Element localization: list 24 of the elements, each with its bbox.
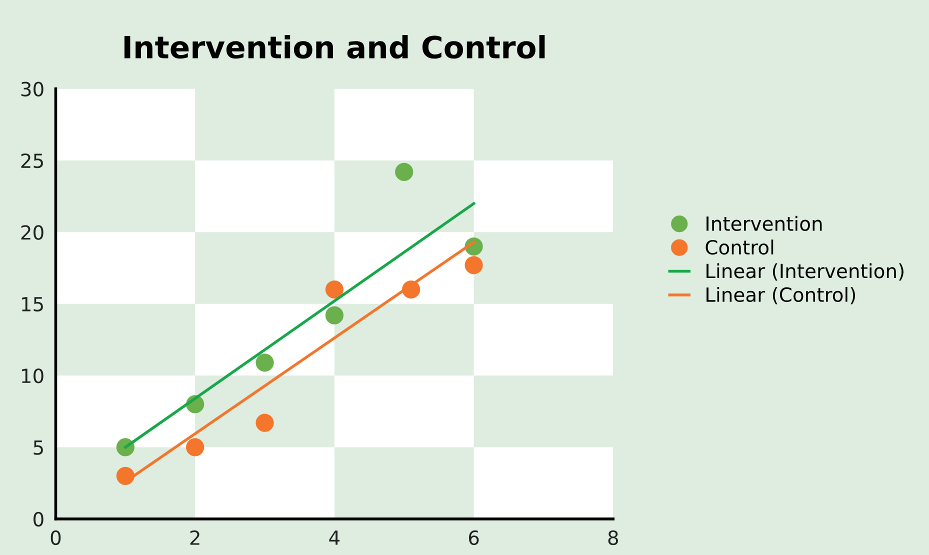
x-tick-label: 2	[190, 530, 200, 545]
y-tick-label: 15	[22, 297, 43, 312]
legend-label: Control	[706, 240, 774, 255]
legend-label: Linear (Intervention)	[706, 263, 904, 281]
y-tick-label: 0	[34, 512, 44, 527]
point	[256, 414, 274, 432]
point	[325, 306, 344, 324]
point	[464, 256, 483, 274]
point	[186, 438, 204, 456]
y-tick-label: 25	[21, 153, 43, 168]
y-tick-label: 10	[22, 368, 44, 384]
chart-title: Intervention and Control	[124, 35, 545, 59]
x-tick-label: 6	[468, 530, 479, 546]
point	[256, 354, 274, 372]
x-tick-label: 0	[50, 530, 61, 546]
y-tick-label: 20	[21, 225, 44, 240]
point	[325, 280, 344, 299]
x-tick-label: 4	[329, 530, 340, 545]
legend-label: Intervention	[706, 216, 822, 231]
legend-label: Linear (Control)	[706, 286, 856, 304]
y-tick-label: 30	[21, 82, 44, 96]
x-tick-label: 8	[608, 530, 618, 546]
point	[395, 162, 414, 182]
y-tick-label: 5	[34, 440, 43, 455]
